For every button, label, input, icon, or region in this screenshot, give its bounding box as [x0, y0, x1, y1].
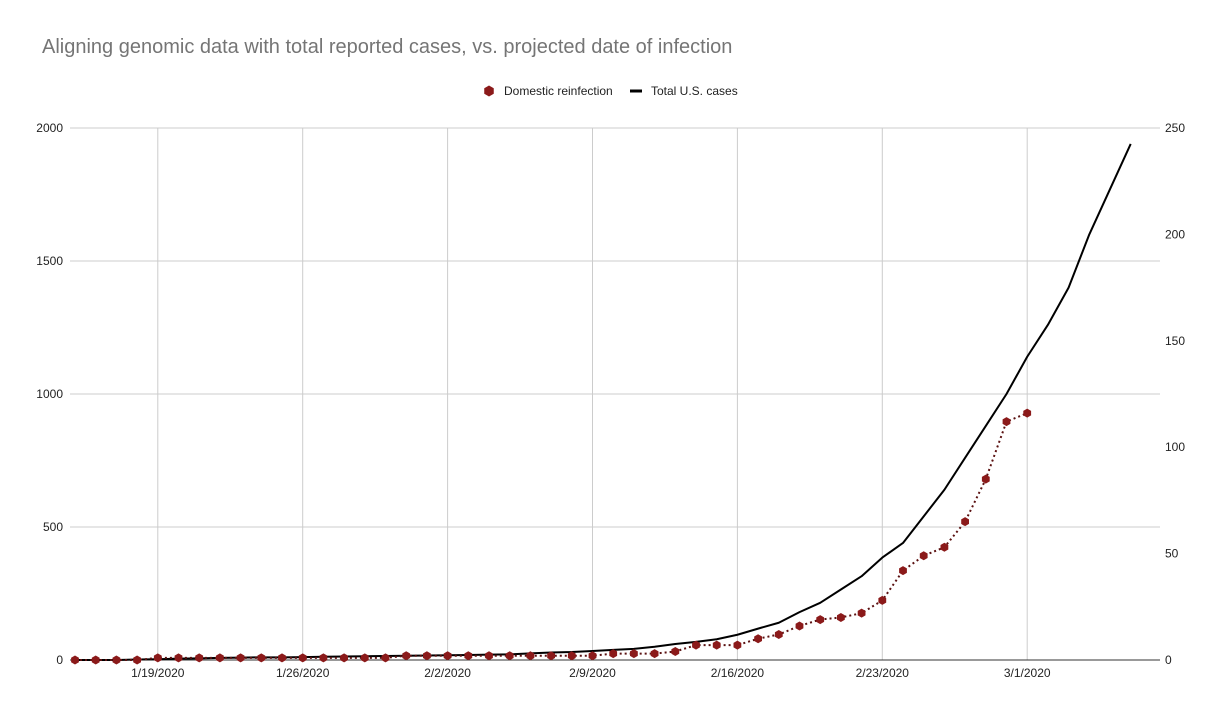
- y-left-tick-label: 2000: [36, 121, 63, 135]
- data-point-domestic-reinfection: [609, 649, 618, 659]
- y-right-tick-label: 250: [1165, 121, 1185, 135]
- data-point-domestic-reinfection: [360, 653, 369, 663]
- data-point-domestic-reinfection: [650, 649, 659, 659]
- data-point-domestic-reinfection: [754, 634, 762, 644]
- data-point-domestic-reinfection: [1002, 417, 1011, 427]
- data-point-domestic-reinfection: [505, 651, 514, 661]
- legend-label-total-us-cases: Total U.S. cases: [651, 84, 738, 98]
- data-point-domestic-reinfection: [712, 640, 721, 650]
- data-point-domestic-reinfection: [692, 640, 700, 650]
- data-point-domestic-reinfection: [837, 612, 845, 622]
- data-point-domestic-reinfection: [381, 653, 390, 663]
- data-point-domestic-reinfection: [630, 649, 638, 659]
- data-point-domestic-reinfection: [443, 651, 452, 661]
- y-right-tick-label: 50: [1165, 547, 1179, 561]
- data-point-domestic-reinfection: [298, 653, 307, 663]
- data-point-domestic-reinfection: [774, 629, 783, 639]
- data-point-domestic-reinfection: [981, 474, 990, 484]
- data-point-domestic-reinfection: [112, 655, 121, 665]
- data-point-domestic-reinfection: [91, 655, 100, 665]
- data-point-domestic-reinfection: [526, 651, 535, 661]
- data-point-domestic-reinfection: [485, 651, 493, 661]
- chart-title: Aligning genomic data with total reporte…: [42, 36, 733, 58]
- series-line-total-us-cases: [75, 143, 1132, 661]
- series: [71, 143, 1132, 665]
- data-point-domestic-reinfection: [216, 653, 224, 663]
- y-left-tick-label: 500: [43, 520, 63, 534]
- data-point-domestic-reinfection: [878, 595, 887, 605]
- data-point-domestic-reinfection: [133, 655, 141, 665]
- data-point-domestic-reinfection: [257, 653, 266, 663]
- data-point-domestic-reinfection: [423, 651, 431, 661]
- data-point-domestic-reinfection: [236, 653, 245, 663]
- data-point-domestic-reinfection: [899, 566, 907, 576]
- y-left-tick-label: 1000: [36, 387, 63, 401]
- data-point-domestic-reinfection: [1023, 408, 1032, 418]
- data-point-domestic-reinfection: [940, 542, 949, 552]
- grid-lines: [70, 127, 1160, 661]
- y-left-tick-label: 1500: [36, 254, 63, 268]
- x-tick-label: 1/26/2020: [276, 666, 330, 680]
- axes: 0 500 1000 1500 2000 0 50 100 150 200 250 1/19/2020…: [36, 121, 1185, 680]
- data-point-domestic-reinfection: [174, 653, 183, 663]
- y-right-tick-label: 150: [1165, 334, 1185, 348]
- data-point-domestic-reinfection: [319, 653, 328, 663]
- data-point-domestic-reinfection: [919, 551, 928, 561]
- data-point-domestic-reinfection: [733, 640, 742, 650]
- y-right-tick-label: 0: [1165, 653, 1172, 667]
- data-point-domestic-reinfection: [961, 517, 969, 527]
- legend-marker-domestic-reinfection: [484, 85, 494, 97]
- data-point-domestic-reinfection: [857, 608, 866, 618]
- x-tick-label: 1/19/2020: [131, 666, 185, 680]
- data-point-domestic-reinfection: [402, 651, 411, 661]
- data-point-domestic-reinfection: [671, 646, 680, 656]
- y-right-tick-label: 100: [1165, 440, 1185, 454]
- data-point-domestic-reinfection: [153, 653, 162, 663]
- x-tick-label: 2/16/2020: [711, 666, 765, 680]
- data-point-domestic-reinfection: [195, 653, 204, 663]
- x-tick-label: 2/9/2020: [569, 666, 616, 680]
- data-point-domestic-reinfection: [795, 621, 804, 631]
- data-point-domestic-reinfection: [588, 651, 597, 661]
- data-point-domestic-reinfection: [567, 651, 576, 661]
- data-point-domestic-reinfection: [71, 655, 79, 665]
- data-point-domestic-reinfection: [278, 653, 286, 663]
- data-point-domestic-reinfection: [340, 653, 348, 663]
- x-tick-label: 3/1/2020: [1004, 666, 1051, 680]
- data-point-domestic-reinfection: [547, 651, 555, 661]
- y-right-tick-label: 200: [1165, 227, 1185, 241]
- series-line-domestic-reinfection: [75, 412, 1028, 661]
- x-tick-label: 2/23/2020: [856, 666, 910, 680]
- data-point-domestic-reinfection: [816, 615, 825, 625]
- x-tick-label: 2/2/2020: [424, 666, 471, 680]
- legend-label-domestic-reinfection: Domestic reinfection: [504, 84, 613, 98]
- data-point-domestic-reinfection: [464, 651, 473, 661]
- legend: Domestic reinfection Total U.S. cases: [484, 84, 738, 98]
- y-left-tick-label: 0: [56, 653, 63, 667]
